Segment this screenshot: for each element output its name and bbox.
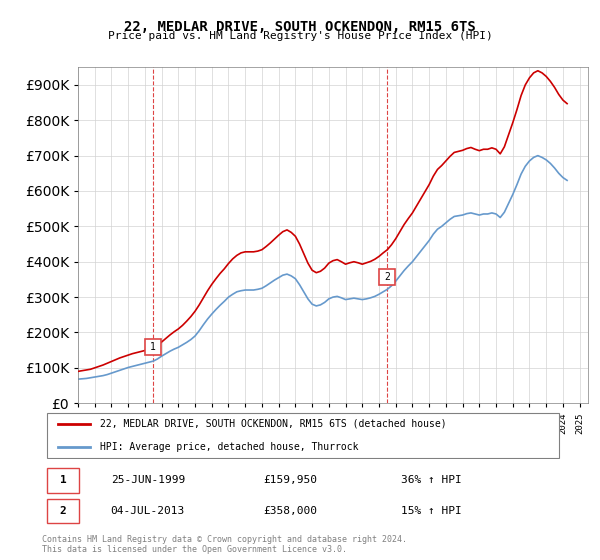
FancyBboxPatch shape bbox=[47, 413, 559, 458]
Text: 1: 1 bbox=[150, 342, 156, 352]
Text: 25-JUN-1999: 25-JUN-1999 bbox=[110, 475, 185, 485]
Text: 22, MEDLAR DRIVE, SOUTH OCKENDON, RM15 6TS (detached house): 22, MEDLAR DRIVE, SOUTH OCKENDON, RM15 6… bbox=[100, 418, 447, 428]
Text: 1: 1 bbox=[60, 475, 67, 485]
Text: £159,950: £159,950 bbox=[264, 475, 318, 485]
FancyBboxPatch shape bbox=[47, 468, 79, 493]
Text: 22, MEDLAR DRIVE, SOUTH OCKENDON, RM15 6TS: 22, MEDLAR DRIVE, SOUTH OCKENDON, RM15 6… bbox=[124, 20, 476, 34]
Text: Contains HM Land Registry data © Crown copyright and database right 2024.
This d: Contains HM Land Registry data © Crown c… bbox=[42, 535, 407, 554]
Text: 2: 2 bbox=[60, 506, 67, 516]
Text: Price paid vs. HM Land Registry's House Price Index (HPI): Price paid vs. HM Land Registry's House … bbox=[107, 31, 493, 41]
Text: 15% ↑ HPI: 15% ↑ HPI bbox=[401, 506, 462, 516]
Text: £358,000: £358,000 bbox=[264, 506, 318, 516]
FancyBboxPatch shape bbox=[47, 499, 79, 523]
Text: 2: 2 bbox=[385, 272, 390, 282]
Text: 36% ↑ HPI: 36% ↑ HPI bbox=[401, 475, 462, 485]
Text: 04-JUL-2013: 04-JUL-2013 bbox=[110, 506, 185, 516]
Text: HPI: Average price, detached house, Thurrock: HPI: Average price, detached house, Thur… bbox=[100, 442, 359, 452]
